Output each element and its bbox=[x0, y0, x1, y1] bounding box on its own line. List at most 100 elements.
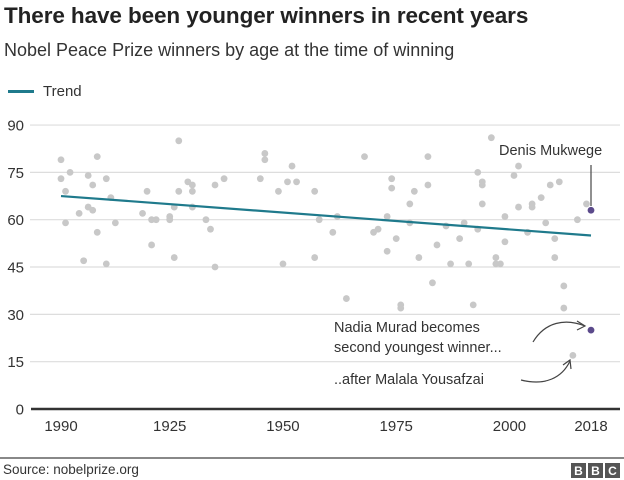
winner-dot bbox=[501, 238, 509, 246]
x-axis-tick-labels: 1990 1925 1950 1975 2000 2018 bbox=[44, 418, 607, 435]
highlighted-winner-dot bbox=[587, 206, 595, 214]
winner-dot bbox=[207, 225, 214, 233]
winner-dot bbox=[397, 304, 405, 312]
annotation-mukwege: Denis Mukwege bbox=[499, 143, 602, 159]
gridlines bbox=[30, 124, 620, 411]
chart-title: There have been younger winners in recen… bbox=[4, 3, 529, 28]
winner-dot bbox=[102, 175, 110, 183]
winner-dot bbox=[143, 187, 151, 195]
winner-dot bbox=[410, 187, 418, 195]
winner-dots bbox=[57, 134, 595, 359]
y-tick-label: 60 bbox=[7, 212, 24, 229]
winner-dot bbox=[211, 181, 219, 189]
winner-dot bbox=[583, 200, 590, 208]
winner-dot bbox=[388, 175, 396, 183]
y-tick-label: 45 bbox=[7, 260, 24, 277]
x-tick-label: 1975 bbox=[380, 418, 413, 435]
winner-dot bbox=[374, 225, 382, 233]
winner-dot bbox=[62, 219, 69, 227]
winner-dot bbox=[93, 153, 101, 161]
scatter-plot: 0 15 30 45 60 75 90 1990 1925 1950 1975 2000 2018 D… bbox=[7, 118, 620, 435]
winner-dot bbox=[89, 181, 97, 189]
winner-dot bbox=[220, 175, 228, 183]
winner-dot bbox=[166, 216, 174, 224]
winner-dot bbox=[560, 304, 568, 312]
winner-dot bbox=[57, 175, 65, 183]
winner-dot bbox=[57, 156, 65, 164]
winner-dot bbox=[80, 257, 88, 265]
winner-dot bbox=[293, 178, 300, 186]
winner-dot bbox=[415, 254, 423, 261]
y-tick-label: 90 bbox=[7, 118, 24, 135]
x-tick-label: 2000 bbox=[493, 418, 526, 435]
winner-dot bbox=[569, 351, 577, 359]
winner-dot bbox=[148, 241, 155, 249]
winner-dot bbox=[383, 213, 391, 220]
winner-dot bbox=[111, 219, 119, 227]
source-credit: Source: nobelprize.org bbox=[3, 462, 139, 477]
y-tick-label: 75 bbox=[7, 165, 24, 182]
winner-dot bbox=[202, 216, 210, 224]
winner-dot bbox=[275, 187, 282, 195]
winner-dot bbox=[279, 260, 287, 268]
winner-dot bbox=[492, 254, 500, 261]
trend-line-swatch bbox=[8, 90, 34, 93]
winner-dot bbox=[551, 235, 559, 243]
trend-line-path bbox=[60, 194, 592, 237]
winner-dot bbox=[424, 153, 432, 161]
bbc-logo-letter: C bbox=[605, 463, 620, 478]
winner-dot bbox=[170, 254, 178, 261]
winner-dot bbox=[261, 156, 269, 164]
murad-arrowhead-icon bbox=[576, 320, 587, 331]
chart-subtitle: Nobel Peace Prize winners by age at the … bbox=[4, 40, 455, 60]
annotation-malala: ..after Malala Yousafzai bbox=[334, 372, 484, 388]
winner-dot bbox=[424, 181, 432, 189]
winner-dot bbox=[261, 150, 269, 157]
y-axis-tick-labels: 0 15 30 45 60 75 90 bbox=[7, 118, 24, 419]
winner-dot bbox=[139, 209, 146, 217]
winner-dot bbox=[392, 235, 400, 243]
winner-dot bbox=[383, 247, 391, 255]
winner-dot bbox=[474, 168, 482, 176]
winner-dot bbox=[478, 200, 486, 208]
winner-dot bbox=[510, 172, 518, 179]
winner-dot bbox=[388, 184, 396, 192]
winner-dot bbox=[188, 181, 196, 189]
y-tick-label: 15 bbox=[7, 354, 24, 371]
winner-dot bbox=[311, 254, 319, 261]
winner-dot bbox=[537, 194, 545, 202]
highlighted-winner-dot bbox=[587, 326, 595, 334]
y-tick-label: 30 bbox=[7, 307, 24, 324]
winner-dot bbox=[546, 181, 554, 189]
winner-dot bbox=[361, 153, 368, 161]
y-tick-label: 0 bbox=[16, 402, 24, 419]
winner-dot bbox=[460, 219, 468, 227]
trend-line bbox=[60, 194, 592, 237]
winner-dot bbox=[256, 175, 264, 183]
winner-dot bbox=[315, 216, 323, 224]
winner-dot bbox=[211, 263, 219, 271]
winner-dot bbox=[497, 260, 504, 268]
winner-dot bbox=[555, 178, 563, 186]
footer-divider bbox=[0, 457, 624, 459]
winner-dot bbox=[465, 260, 473, 268]
winner-dot bbox=[560, 282, 568, 290]
winner-dot bbox=[329, 228, 337, 236]
winner-dot bbox=[93, 228, 101, 236]
winner-dot bbox=[102, 260, 110, 268]
winner-dot bbox=[89, 206, 97, 214]
winner-dot bbox=[542, 219, 550, 227]
x-tick-label: 1950 bbox=[266, 418, 299, 435]
winner-dot bbox=[478, 181, 486, 189]
winner-dot bbox=[311, 187, 319, 195]
winner-dot bbox=[429, 279, 436, 287]
malala-arrow-icon bbox=[520, 360, 571, 383]
winner-dot bbox=[501, 213, 509, 220]
winner-dot bbox=[447, 260, 454, 268]
winner-dot bbox=[456, 235, 464, 243]
winner-dot bbox=[75, 209, 83, 217]
winner-dot bbox=[188, 187, 196, 195]
annotation-murad-line2: second youngest winner... bbox=[334, 340, 502, 356]
winner-dot bbox=[515, 203, 522, 211]
winner-dot bbox=[342, 295, 350, 302]
